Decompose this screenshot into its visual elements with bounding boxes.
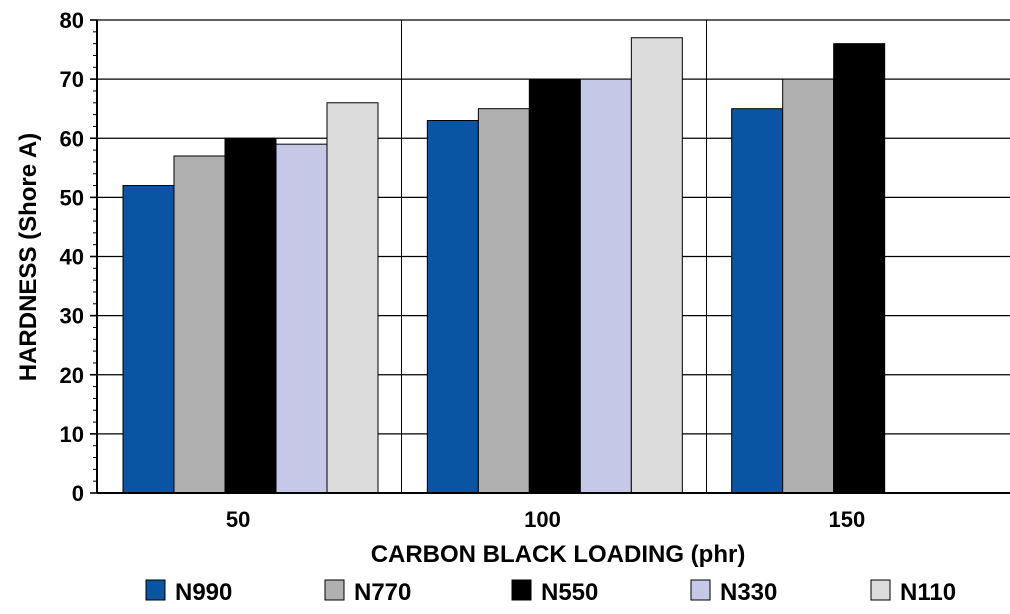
y-tick-label: 40 [60,245,84,270]
bar-n770-150 [782,78,835,494]
legend-label: N550 [541,579,598,606]
legend-label: N110 [900,579,956,606]
legend-swatch [324,579,345,601]
bar-n550-100 [528,78,581,494]
y-tick-label: 60 [60,126,84,151]
x-axis-title: CARBON BLACK LOADING (phr) [371,541,746,568]
bar-n990-150 [731,108,784,494]
legend-swatch [870,579,891,601]
y-tick-label: 30 [60,304,84,329]
bar-n990-50 [122,185,175,494]
y-tick-label: 20 [60,363,84,388]
x-tick-label: 100 [524,507,561,532]
y-axis-title: HARDNESS (Shore A) [15,133,42,381]
y-tick-label: 0 [72,481,84,506]
legend-label: N330 [720,579,777,606]
legend-item-n990: N990 [145,579,232,606]
legend-swatch [690,579,711,601]
y-tick-label: 80 [60,8,84,33]
legend-item-n110: N110 [870,579,956,606]
y-tick-label: 10 [60,422,84,447]
legend-item-n770: N770 [324,579,411,606]
legend-swatch [511,579,532,601]
bar-n550-150 [833,43,886,494]
x-tick-label: 50 [226,507,250,532]
legend-label: N770 [354,579,411,606]
y-tick-label: 70 [60,67,84,92]
legend-item-n330: N330 [690,579,777,606]
y-tick-label: 50 [60,185,84,210]
bar-n770-50 [173,155,226,494]
x-tick-labels: 50 100 150 [226,507,865,532]
bar-n110-100 [630,37,683,494]
bar-n330-50 [275,143,328,494]
bars [122,37,886,494]
y-tick-labels: 0 10 20 30 40 50 60 70 80 [60,8,84,506]
bar-n770-100 [477,108,530,494]
legend-label: N990 [175,579,232,606]
bar-n110-50 [326,102,379,494]
bar-n550-50 [224,137,277,494]
axes [90,19,1010,494]
x-tick-label: 150 [828,507,865,532]
legend: N990 N770 N550 N330 N110 [145,579,956,606]
bar-n330-100 [579,78,632,494]
legend-swatch [145,579,166,601]
legend-item-n550: N550 [511,579,598,606]
bar-n990-100 [426,120,479,494]
